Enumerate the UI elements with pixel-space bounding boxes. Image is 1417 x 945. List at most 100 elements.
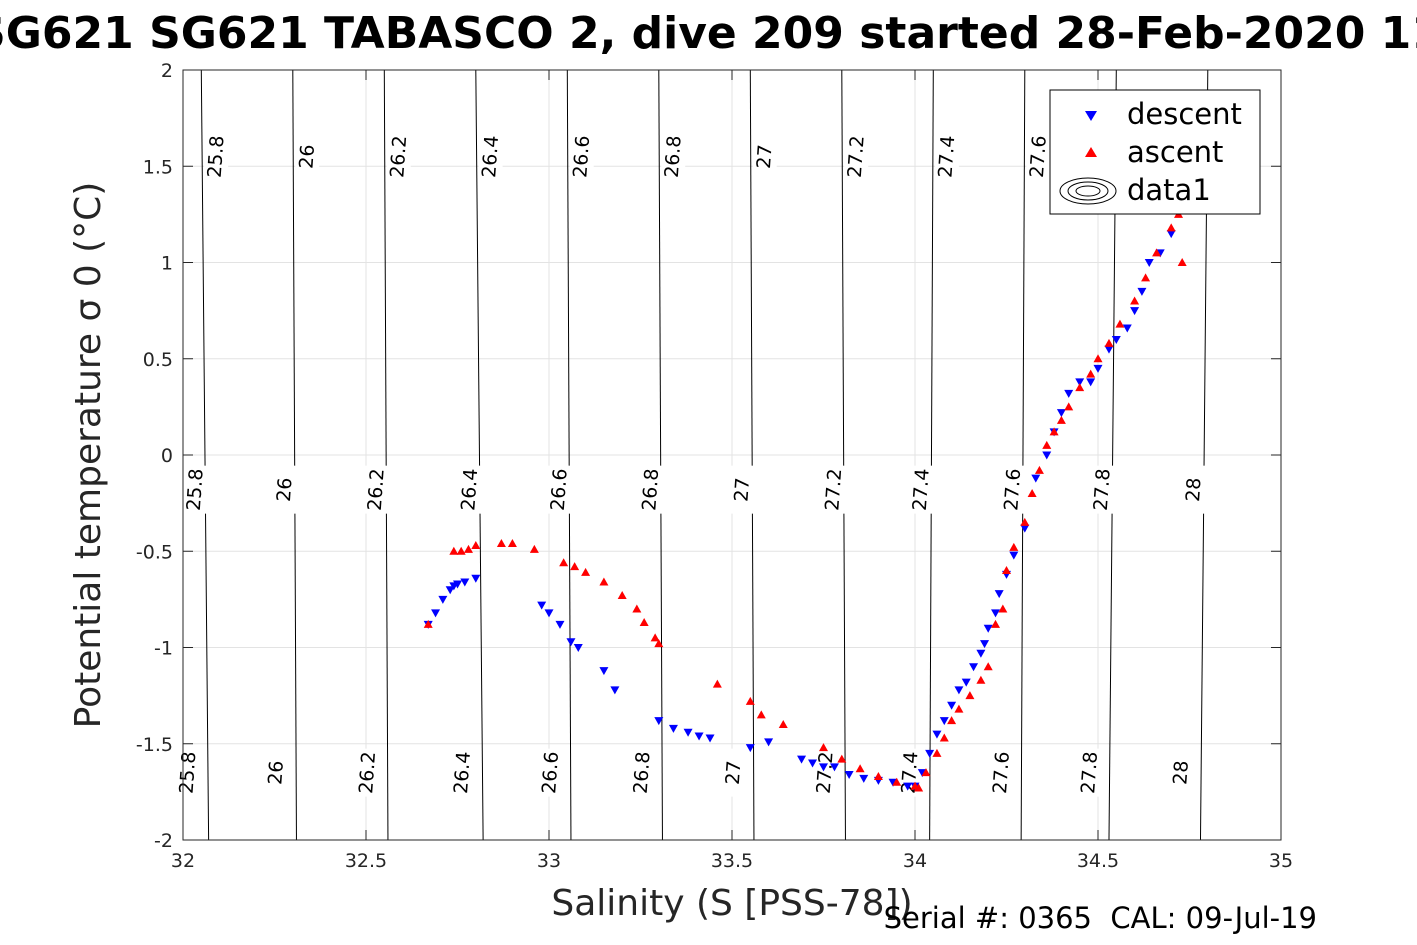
- x-tick-label: 35: [1269, 850, 1293, 872]
- ascent-point: [1152, 248, 1162, 257]
- descent-point: [954, 686, 964, 695]
- contour-label-bg: [364, 465, 389, 514]
- contour-label: 27.8: [1090, 468, 1115, 512]
- descent-point: [566, 638, 576, 647]
- contour-label: 26.4: [450, 751, 475, 795]
- ascent-point: [1049, 427, 1059, 436]
- legend-descent-label: descent: [1127, 97, 1242, 131]
- descent-point: [808, 759, 818, 768]
- descent-point: [819, 763, 828, 772]
- ascent-point: [939, 733, 949, 742]
- legend-contour-icon: [1059, 177, 1117, 205]
- descent-point: [764, 738, 774, 747]
- contour-label-bg: [272, 465, 297, 514]
- ascent-point: [581, 567, 591, 576]
- legend-ascent-label: ascent: [1127, 135, 1223, 169]
- contour-label: 26.6: [569, 135, 594, 179]
- contour-label: 26.2: [386, 135, 411, 179]
- descent-point: [460, 578, 470, 587]
- descent-point: [1042, 451, 1052, 460]
- descent-point: [1075, 378, 1085, 387]
- contour-label: 27.6: [1026, 135, 1051, 179]
- descent-point: [1166, 230, 1176, 239]
- ascent-point: [1056, 415, 1066, 424]
- ascent-point: [932, 748, 942, 757]
- contour-label-bg: [450, 748, 475, 797]
- descent-point: [939, 717, 949, 726]
- y-axis-ticks: -2 -1.5 -1 -0.5 0 0.5 1 1.5 2: [136, 60, 1281, 852]
- descent-point: [947, 701, 957, 710]
- ascent-point: [1093, 354, 1103, 363]
- ascent-point: [947, 716, 957, 725]
- contour-line: [1020, 69, 1026, 841]
- descent-point: [859, 774, 869, 783]
- y-tick-label: -1: [154, 638, 173, 660]
- descent-point: [555, 620, 565, 629]
- ascent-point: [1086, 369, 1096, 378]
- contour-label: 26: [273, 477, 297, 503]
- ascent-point: [921, 768, 931, 777]
- x-tick-label: 34: [903, 850, 927, 872]
- data-series: [423, 208, 1187, 792]
- contour-label: 25.8: [204, 135, 229, 179]
- descent-point: [573, 644, 583, 652]
- ascent-point: [1027, 489, 1037, 497]
- ascent-point: [712, 679, 722, 688]
- ascent-point: [756, 710, 766, 719]
- descent-point: [745, 744, 755, 753]
- ascent-point: [570, 562, 580, 571]
- descent-point: [980, 640, 990, 649]
- ascent-point: [837, 754, 847, 763]
- ascent-point: [983, 662, 993, 671]
- ascent-point: [976, 675, 986, 684]
- descent-point: [1122, 324, 1132, 333]
- contour-label-bg: [813, 748, 838, 797]
- ascent-point: [1104, 338, 1114, 347]
- ascent-point: [559, 558, 569, 567]
- contour-label: 25.8: [176, 751, 201, 795]
- ascent-point: [998, 604, 1008, 613]
- descent-point: [994, 590, 1004, 599]
- contour-line: [658, 69, 663, 841]
- contour-label: 27.4: [909, 468, 934, 512]
- contour-label-bg: [569, 132, 594, 181]
- descent-point: [668, 724, 678, 733]
- ascent-point: [654, 639, 664, 648]
- descent-point: [705, 734, 715, 743]
- descent-point: [1144, 259, 1154, 267]
- y-tick-label: 1: [161, 253, 173, 275]
- contour-line: [200, 69, 210, 841]
- contour-label: 27.4: [934, 135, 959, 179]
- contour-label-bg: [264, 748, 289, 797]
- contour-label: 27.6: [989, 751, 1014, 795]
- descent-point: [1009, 551, 1019, 560]
- ascent-point: [449, 546, 459, 555]
- legend-descent-marker: [1085, 111, 1097, 121]
- contour-label: 26.2: [364, 468, 389, 512]
- contour-label: 26.4: [457, 468, 482, 512]
- ascent-point: [471, 540, 481, 549]
- x-tick-label: 34.5: [1077, 850, 1119, 872]
- ascent-point: [1115, 319, 1125, 328]
- contour-label-bg: [638, 465, 663, 514]
- contour-label-bg: [478, 132, 503, 181]
- contour-label: 27: [753, 144, 777, 170]
- ascent-point: [456, 546, 466, 555]
- x-tick-label: 33: [537, 850, 561, 872]
- ascent-point: [873, 771, 883, 780]
- contour-label-bg: [295, 132, 320, 181]
- contour-label: 27.2: [813, 751, 838, 795]
- x-tick-label: 33.5: [711, 850, 753, 872]
- contour-label-bg: [752, 132, 777, 181]
- legend-box: [1049, 89, 1261, 215]
- y-axis-label: Potential temperature σ 0 (°C): [68, 182, 109, 729]
- descent-point: [903, 782, 913, 791]
- descent-point: [976, 649, 986, 658]
- descent-point: [1031, 474, 1041, 483]
- ascent-point: [650, 633, 660, 642]
- ascent-point: [991, 619, 1001, 628]
- descent-point: [925, 749, 935, 758]
- contour-label: 26.6: [547, 468, 572, 512]
- x-tick-label: 32.5: [345, 850, 387, 872]
- y-tick-label: 0.5: [143, 349, 173, 371]
